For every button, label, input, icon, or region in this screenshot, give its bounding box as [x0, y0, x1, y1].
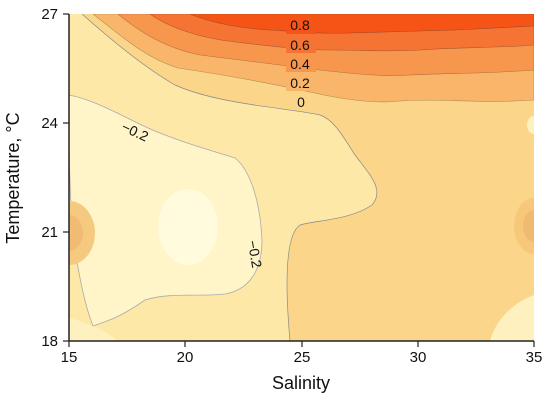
contour-label-0: 0 — [297, 94, 305, 110]
contour-label-layer: 0.8 0.6 0.4 0.2 0 −0.2 −0.2 — [119, 17, 316, 269]
x-tick-label: 35 — [526, 349, 543, 366]
contour-line-0 — [81, 14, 378, 341]
contour-label-minus-0.2-lower: −0.2 — [245, 239, 266, 269]
contour-bottom-right-pocket — [490, 295, 534, 341]
x-tick-label: 30 — [410, 349, 427, 366]
y-tick-label: 27 — [41, 6, 58, 23]
contour-label-0.8: 0.8 — [290, 17, 310, 33]
contour-left-low-bulge-inner — [69, 215, 83, 251]
y-tick-label: 21 — [41, 224, 58, 241]
x-axis-title: Salinity — [272, 373, 330, 393]
contour-right-bulge-inner — [523, 210, 534, 242]
contour-label-0.6: 0.6 — [290, 37, 310, 53]
x-tick-label: 15 — [61, 349, 78, 366]
axes: 15 20 25 30 35 18 21 24 27 Salinity Temp… — [3, 6, 542, 393]
x-ticks: 15 20 25 30 35 — [61, 341, 543, 366]
y-tick-label: 18 — [41, 333, 58, 350]
contour-label-0.2: 0.2 — [290, 75, 310, 91]
y-axis-title: Temperature, °C — [3, 112, 23, 243]
x-tick-label: 20 — [177, 349, 194, 366]
y-ticks: 18 21 24 27 — [41, 6, 69, 350]
contour-bottom-left-pocket — [69, 318, 118, 341]
contour-label-0.4: 0.4 — [290, 56, 310, 72]
contour-right-edge-pocket — [527, 116, 534, 134]
contour-band-above-0.8 — [189, 14, 534, 34]
x-tick-label: 25 — [294, 349, 311, 366]
y-tick-label: 24 — [41, 115, 58, 132]
contour-light-pocket — [158, 189, 218, 265]
